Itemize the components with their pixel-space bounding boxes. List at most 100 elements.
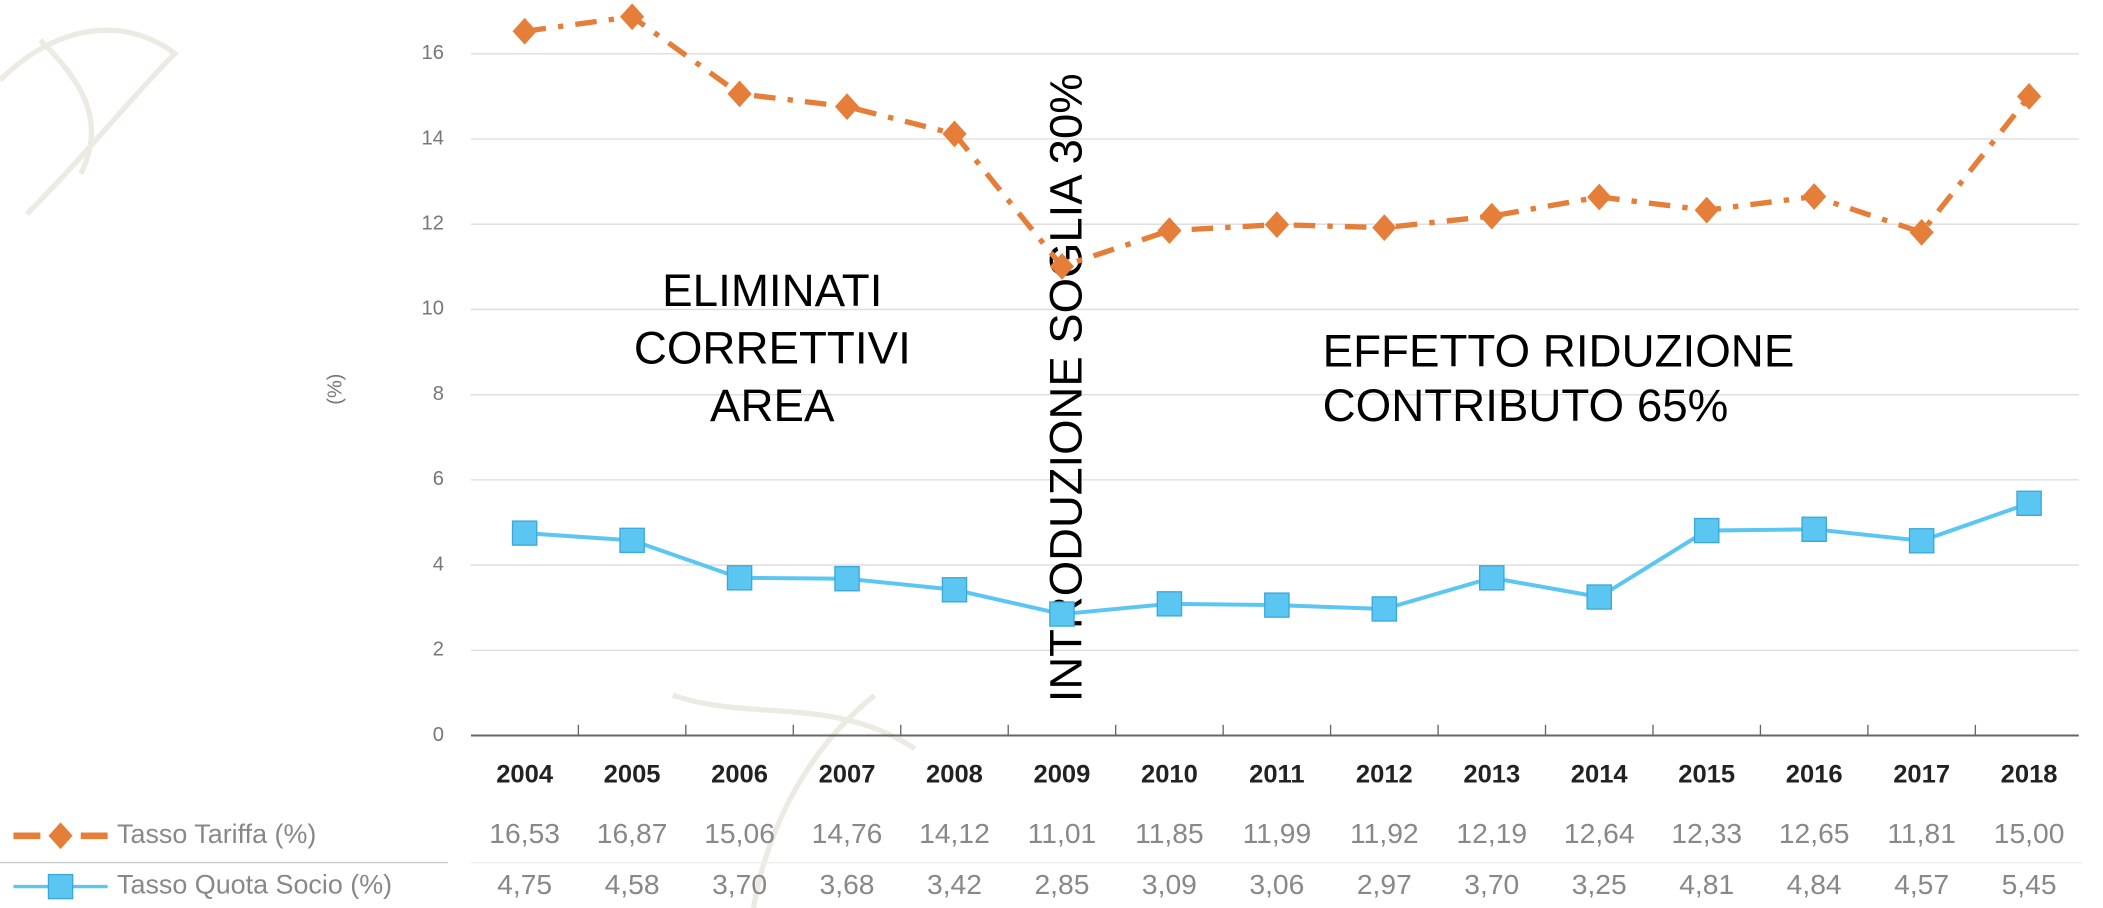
- table-cell: 4,58: [605, 869, 660, 900]
- legend-label: Tasso Quota Socio (%): [117, 870, 392, 900]
- series-markers: [512, 3, 2042, 280]
- y-tick-label: 14: [422, 127, 444, 149]
- point: [1049, 601, 1075, 627]
- legend-marker: [48, 822, 73, 850]
- annotation: INTRODUZIONE SOGLIA 30%: [1041, 73, 1092, 702]
- point: [726, 565, 753, 591]
- x-tick-label: 2016: [1786, 760, 1843, 788]
- annotation: EFFETTO RIDUZIONE: [1323, 326, 1795, 377]
- table-cell: 3,25: [1572, 869, 1627, 900]
- y-tick-label: 4: [433, 553, 444, 575]
- table-cell: 3,42: [927, 869, 982, 900]
- table-cell: 2,85: [1034, 869, 1089, 900]
- background-decoration: [0, 27, 917, 908]
- legend-label: Tasso Tariffa (%): [117, 819, 316, 849]
- x-tick-label: 2013: [1463, 760, 1520, 788]
- y-tick-label: 0: [433, 724, 444, 746]
- table-cell: 14,12: [919, 818, 990, 849]
- x-tick-label: 2008: [926, 760, 983, 788]
- x-tick-label: 2007: [819, 760, 876, 788]
- table-cell: 4,57: [1894, 869, 1949, 900]
- point: [1264, 592, 1290, 618]
- y-tick-label: 12: [422, 213, 444, 235]
- table-cell: 11,01: [1028, 818, 1097, 849]
- table-cell: 3,06: [1249, 869, 1304, 900]
- point: [1694, 196, 1719, 224]
- table-cell: 3,68: [820, 869, 875, 900]
- table-cell: 12,33: [1671, 818, 1742, 849]
- point: [47, 873, 74, 900]
- point: [2016, 83, 2042, 110]
- point: [1587, 183, 1612, 211]
- point: [1156, 591, 1183, 617]
- table-cell: 16,87: [597, 818, 668, 849]
- table-cell: 15,06: [704, 818, 775, 849]
- point: [1909, 218, 1934, 246]
- table-cell: 16,53: [489, 818, 560, 849]
- table-cell: 3,09: [1142, 869, 1197, 900]
- point: [1801, 516, 1827, 542]
- point: [1479, 565, 1505, 591]
- table-cell: 4,84: [1787, 869, 1842, 900]
- point: [1157, 217, 1182, 244]
- table-cell: 5,45: [2002, 869, 2057, 900]
- point: [942, 120, 967, 148]
- table-cell: 4,75: [497, 869, 552, 900]
- series-markers: [511, 490, 2042, 627]
- point: [727, 80, 752, 108]
- x-tick-label: 2006: [711, 760, 768, 788]
- y-axis-label: (%): [325, 374, 347, 405]
- point: [834, 93, 860, 121]
- table-cell: 12,65: [1779, 818, 1850, 849]
- point: [941, 577, 968, 603]
- point: [619, 527, 645, 554]
- y-tick-label: 10: [422, 298, 444, 320]
- table-cell: 12,64: [1564, 818, 1635, 849]
- point: [1908, 528, 1935, 554]
- table-cell: 11,99: [1243, 818, 1312, 849]
- point: [1802, 183, 1827, 210]
- annotation: CONTRIBUTO 65%: [1323, 380, 1729, 431]
- table-cell: 14,76: [812, 818, 883, 849]
- x-tick-label: 2011: [1249, 760, 1304, 788]
- x-tick-label: 2017: [1893, 760, 1950, 788]
- annotation: CORRETTIVI: [634, 323, 911, 374]
- x-tick-label: 2010: [1141, 760, 1198, 788]
- table-cell: 11,85: [1135, 818, 1204, 849]
- y-tick-label: 16: [422, 42, 444, 64]
- y-tick-label: 6: [433, 468, 444, 490]
- point: [1264, 211, 1289, 239]
- table-cell: 2,97: [1357, 869, 1412, 900]
- annotation: ELIMINATI: [662, 265, 882, 316]
- point: [512, 17, 537, 45]
- point: [511, 520, 538, 546]
- point: [1586, 584, 1613, 610]
- x-tick-label: 2005: [604, 760, 661, 788]
- x-tick-label: 2009: [1034, 760, 1091, 788]
- x-tick-label: 2004: [496, 760, 554, 788]
- y-tick-label: 2: [433, 639, 444, 661]
- y-tick-label: 8: [433, 383, 444, 405]
- table-cell: 3,70: [712, 869, 767, 900]
- point: [1371, 596, 1398, 622]
- x-tick-label: 2012: [1356, 760, 1413, 788]
- table-cell: 4,81: [1679, 869, 1734, 900]
- point: [2016, 490, 2042, 516]
- x-tick-label: 2014: [1571, 760, 1629, 788]
- table-cell: 12,19: [1456, 818, 1527, 849]
- table-cell: 11,81: [1887, 818, 1956, 849]
- point: [1479, 202, 1504, 230]
- annotation: AREA: [710, 380, 835, 431]
- legend-marker: [47, 873, 74, 900]
- table-cell: 11,92: [1350, 818, 1419, 849]
- table-cell: 15,00: [1994, 818, 2065, 849]
- x-tick-label: 2015: [1678, 760, 1735, 788]
- point: [1693, 517, 1720, 544]
- table-cell: 3,70: [1464, 869, 1519, 900]
- x-tick-label: 2018: [2001, 760, 2058, 788]
- point: [1049, 253, 1075, 280]
- point: [834, 566, 860, 592]
- point: [48, 822, 73, 850]
- point: [1372, 214, 1397, 242]
